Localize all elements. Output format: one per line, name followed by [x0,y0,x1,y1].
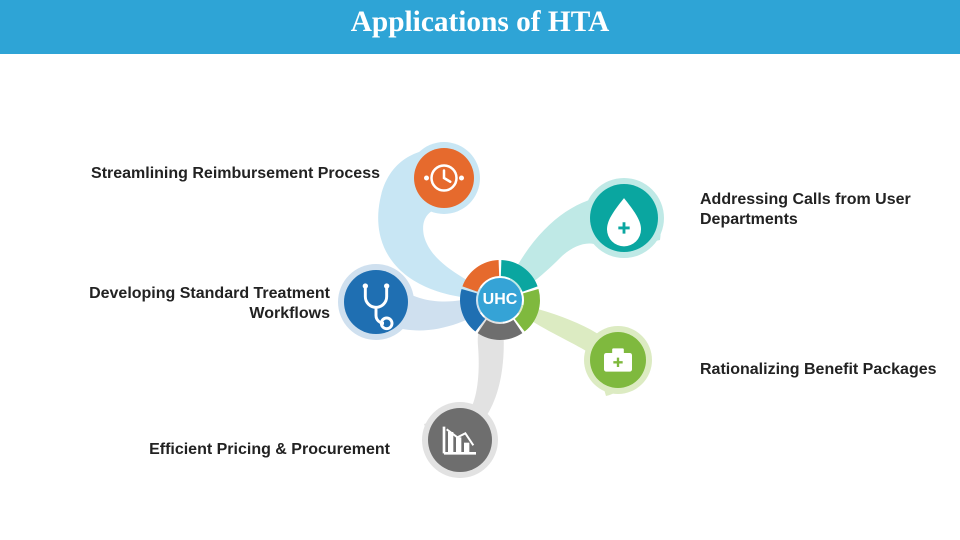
node-treatment_workflows [344,270,408,334]
stage: Applications of HTA Streamlining Reimbur… [0,0,960,540]
label-pricing-procurement: Efficient Pricing & Procurement [120,440,390,460]
label-user-calls: Addressing Calls from User Departments [700,190,930,230]
label-benefit-packages: Rationalizing Benefit Packages [700,360,940,380]
label-reimbursement: Streamlining Reimbursement Process [80,164,380,184]
center-label: UHC [483,291,518,309]
label-treatment-workflows: Developing Standard Treatment Workflows [60,284,330,324]
